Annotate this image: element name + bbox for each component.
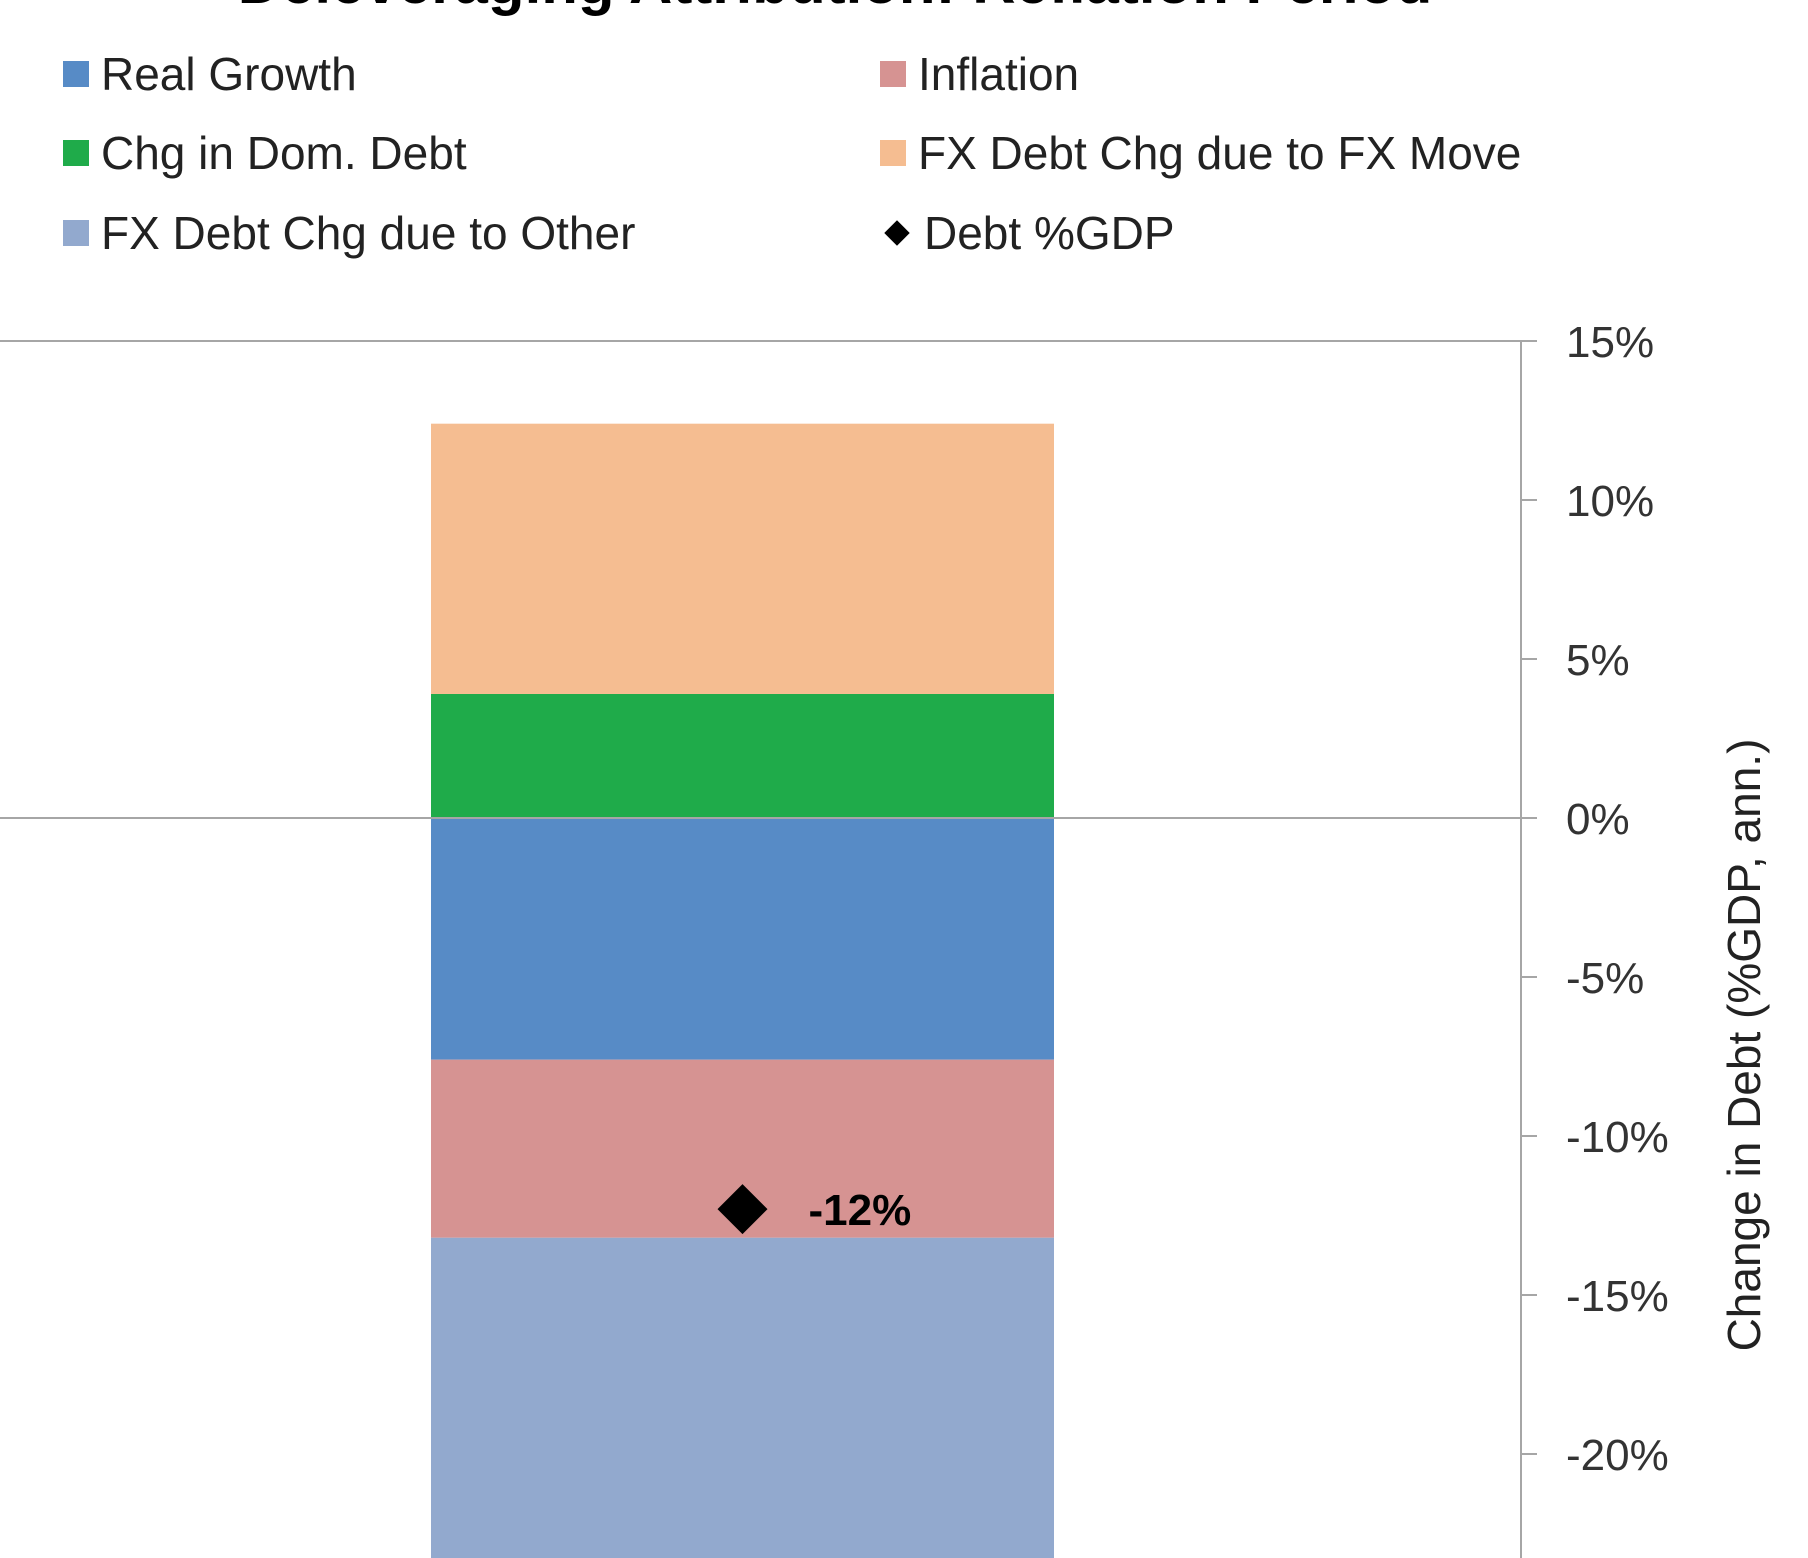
y-tick-label: -15% [1566,1272,1669,1321]
legend-item-real-growth: Real Growth [63,48,357,100]
chart-title: Deleveraging Attribution: Reflation Peri… [0,0,1670,17]
y-tick-label: -10% [1566,1113,1669,1162]
legend-item-inflation: Inflation [880,48,1080,100]
bar-segment-fx-debt-chg-due-to-other [431,1237,1054,1558]
legend-item-dom-debt: Chg in Dom. Debt [63,127,467,179]
debt-gdp-markers: -12% [717,1184,912,1235]
y-tick-label: 5% [1566,636,1630,685]
legend-item-fx-other: FX Debt Chg due to Other [63,207,636,259]
legend-swatch-real-growth [63,61,89,87]
legend-label: Debt %GDP [924,207,1175,259]
legend-item-fx-move: FX Debt Chg due to FX Move [880,127,1522,179]
debt-gdp-marker [717,1184,768,1235]
y-tick-label: -5% [1566,954,1644,1003]
legend-swatch-fx-other [63,220,89,246]
y-axis-ticks: 15% 10% 5% 0% -5% -10% -15% -20% [1521,318,1669,1480]
y-tick-label: 0% [1566,795,1630,844]
stacked-bars [431,423,1054,1558]
legend-label: Inflation [918,48,1080,100]
legend-label: Real Growth [101,48,357,100]
y-axis-title: Change in Debt (%GDP, ann.) [1718,739,1770,1352]
bar-segment-chg-in-dom-debt [431,693,1054,818]
legend-swatch-fx-move [880,140,906,166]
legend-swatch-inflation [880,61,906,87]
legend-label: FX Debt Chg due to Other [101,207,636,259]
bar-segment-fx-debt-chg-due-to-fx-move [431,423,1054,694]
y-tick-label: -20% [1566,1431,1669,1480]
legend-label: Chg in Dom. Debt [101,127,467,179]
debt-gdp-data-label: -12% [809,1186,912,1235]
legend-label: FX Debt Chg due to FX Move [918,127,1522,179]
bar-segment-real-growth [431,818,1054,1060]
y-tick-label: 10% [1566,477,1654,526]
y-tick-label: 15% [1566,318,1654,367]
legend-item-debt-gdp: Debt %GDP [880,207,1175,259]
legend-swatch-dom-debt [63,140,89,166]
